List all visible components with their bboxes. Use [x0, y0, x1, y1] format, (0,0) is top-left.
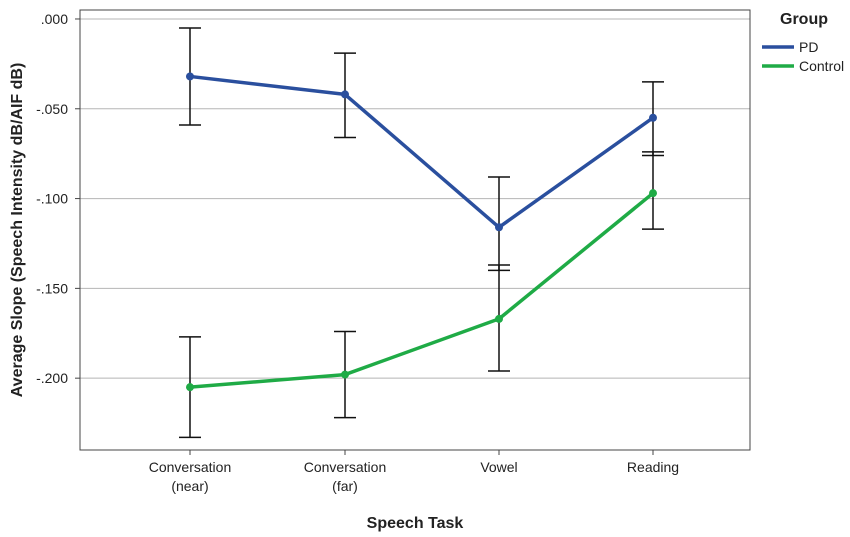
error-bars	[179, 27, 664, 439]
y-tick-label: .000	[41, 11, 68, 27]
series-line-control	[189, 191, 655, 389]
y-axis-ticks: .000 -.050 -.100 -.150 -.200	[36, 11, 80, 386]
series-line-pd	[189, 74, 655, 230]
y-tick-label: -.100	[36, 191, 68, 207]
series-lines	[186, 72, 657, 392]
y-tick-label: -.050	[36, 101, 68, 117]
x-tick-label: Conversation (far)	[304, 459, 387, 494]
legend-title: Group	[780, 11, 828, 28]
legend-label-control: Control	[799, 58, 844, 74]
data-point-control	[495, 314, 503, 323]
x-tick-label-line: (near)	[171, 478, 208, 494]
x-tick-label: Conversation (near)	[149, 459, 232, 494]
data-point-control	[186, 383, 194, 392]
x-tick-label-line: Conversation	[304, 459, 387, 475]
data-point-pd	[341, 90, 349, 99]
data-point-control	[341, 370, 349, 379]
data-point-pd	[649, 113, 657, 122]
legend: Group PD Control	[762, 11, 844, 74]
y-tick-label: -.200	[36, 370, 68, 386]
legend-label-pd: PD	[799, 39, 818, 55]
x-axis-title: Speech Task	[367, 515, 464, 532]
y-tick-label: -.150	[36, 280, 68, 296]
data-point-pd	[495, 223, 503, 232]
x-tick-label-line: Vowel	[480, 459, 517, 475]
plot-area-frame	[79, 9, 751, 451]
data-point-control	[649, 189, 657, 198]
x-tick-label-line: (far)	[332, 478, 358, 494]
x-tick-label: Reading	[627, 459, 679, 475]
gridlines	[80, 18, 750, 379]
x-tick-label: Vowel	[480, 459, 517, 475]
x-tick-label-line: Conversation	[149, 459, 232, 475]
x-axis-ticks: Conversation (near) Conversation (far) Vowel…	[149, 450, 679, 494]
data-point-pd	[186, 72, 194, 81]
y-axis-title: Average Slope (Speech Intensity dB/AIF d…	[9, 63, 26, 398]
x-tick-label-line: Reading	[627, 459, 679, 475]
